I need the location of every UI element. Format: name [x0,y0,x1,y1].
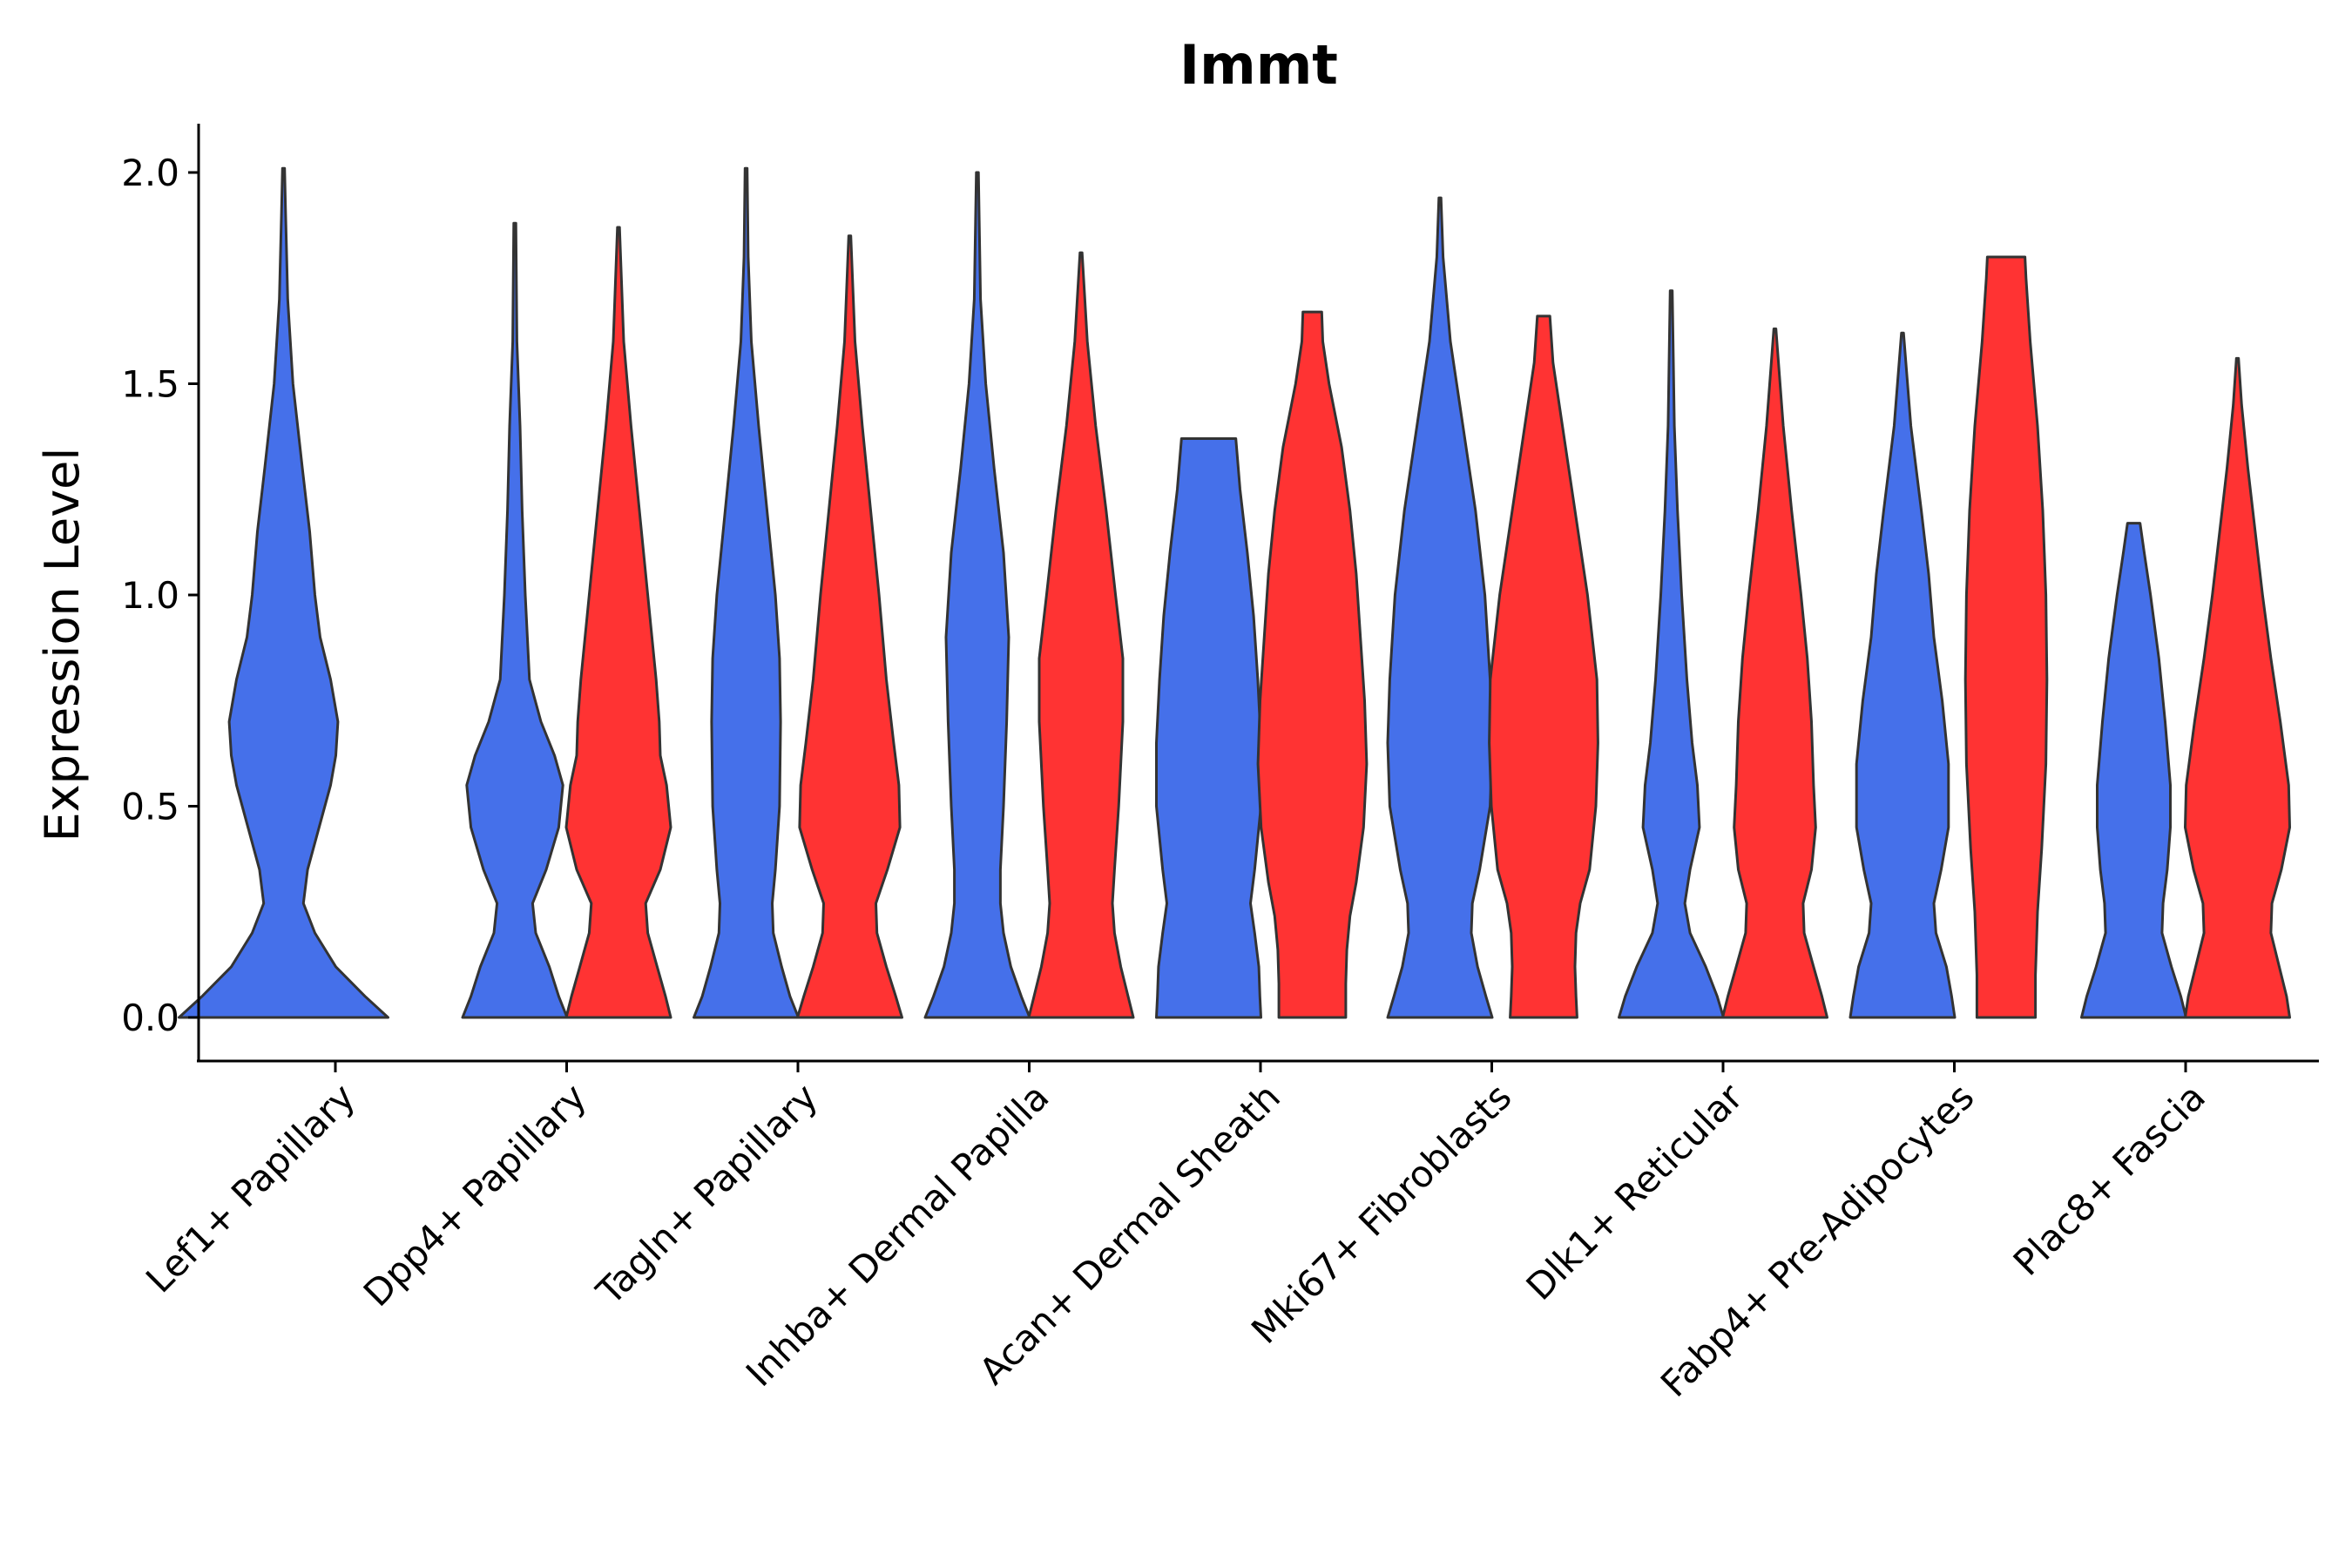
violin-group2-cat5 [1488,314,1599,1019]
x-tick-label: Dpp4+ Papillary [355,1075,595,1315]
y-tick-label: 0.0 [121,997,179,1039]
x-tick-label: Tagln+ Papillary [588,1075,826,1313]
violin-group1-cat3 [923,171,1031,1019]
x-tick-label: Dlk1+ Reticular [1518,1075,1752,1308]
violin-layer [178,166,2291,1019]
y-axis-ticks: 0.0 0.5 1.0 1.5 2.0 [121,152,199,1039]
violin-group2-cat4 [1256,310,1369,1019]
violin-group1-cat5 [1386,196,1494,1019]
violin-group1-cat1 [461,221,569,1019]
x-tick-label: Plac8+ Fascia [2005,1075,2213,1283]
violin-group1-cat7 [1848,331,1957,1019]
violin-group1-cat4 [1155,437,1262,1019]
violin-group2-cat2 [796,234,903,1019]
violin-group2-cat7 [1963,255,2049,1019]
violin-group1-cat0 [178,166,389,1019]
y-tick-label: 2.0 [121,152,179,194]
violin-group2-cat6 [1721,328,1828,1019]
violin-group1-cat8 [2080,522,2187,1019]
violin-group1-cat2 [693,166,800,1019]
violin-group2-cat3 [1027,251,1135,1019]
violin-group2-cat1 [564,226,672,1019]
violin-group2-cat8 [2184,356,2291,1019]
violin-group1-cat6 [1618,289,1725,1019]
chart-title: Immt [1179,33,1338,97]
y-tick-label: 0.5 [121,786,179,828]
x-tick-label: Lef1+ Papillary [138,1075,363,1301]
y-tick-label: 1.5 [121,363,179,406]
y-axis-label: Expression Level [35,448,90,842]
y-tick-label: 1.0 [121,574,179,617]
x-tick-label: Mki67+ Fibroblasts [1243,1075,1519,1351]
